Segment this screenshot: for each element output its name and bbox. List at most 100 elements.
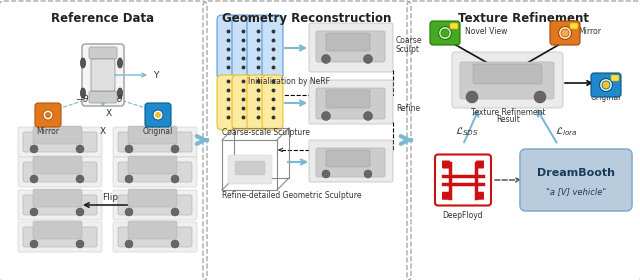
Text: Mirror: Mirror: [36, 127, 60, 136]
Text: Texture Refinement: Texture Refinement: [458, 11, 589, 25]
FancyBboxPatch shape: [247, 75, 268, 130]
Ellipse shape: [81, 88, 86, 98]
FancyBboxPatch shape: [326, 150, 370, 167]
FancyBboxPatch shape: [128, 221, 177, 239]
FancyBboxPatch shape: [18, 190, 102, 220]
FancyBboxPatch shape: [89, 91, 117, 103]
Ellipse shape: [171, 145, 179, 153]
Ellipse shape: [125, 208, 133, 216]
FancyBboxPatch shape: [113, 190, 197, 220]
FancyBboxPatch shape: [35, 103, 61, 127]
Text: DeepFloyd: DeepFloyd: [443, 211, 483, 220]
Ellipse shape: [321, 111, 330, 120]
FancyBboxPatch shape: [430, 21, 460, 45]
Ellipse shape: [43, 110, 53, 120]
FancyBboxPatch shape: [128, 189, 177, 207]
FancyBboxPatch shape: [460, 62, 554, 99]
FancyBboxPatch shape: [309, 80, 393, 124]
Text: Coarse-scale Sculpture: Coarse-scale Sculpture: [222, 127, 310, 137]
Ellipse shape: [171, 208, 179, 216]
FancyBboxPatch shape: [128, 126, 177, 144]
Ellipse shape: [364, 111, 372, 120]
FancyBboxPatch shape: [113, 157, 197, 187]
Text: Y: Y: [154, 71, 159, 80]
FancyBboxPatch shape: [118, 132, 192, 152]
FancyBboxPatch shape: [33, 126, 82, 144]
FancyBboxPatch shape: [91, 59, 115, 91]
FancyBboxPatch shape: [316, 148, 385, 177]
Ellipse shape: [466, 91, 478, 103]
FancyBboxPatch shape: [18, 157, 102, 187]
FancyBboxPatch shape: [450, 23, 458, 29]
Text: Original: Original: [591, 92, 621, 102]
FancyBboxPatch shape: [476, 160, 484, 169]
Ellipse shape: [30, 240, 38, 248]
Ellipse shape: [125, 175, 133, 183]
FancyBboxPatch shape: [326, 90, 370, 108]
FancyBboxPatch shape: [550, 21, 580, 45]
FancyBboxPatch shape: [435, 155, 491, 206]
FancyBboxPatch shape: [89, 47, 117, 59]
FancyBboxPatch shape: [18, 222, 102, 252]
FancyBboxPatch shape: [18, 127, 102, 157]
Text: Reference Data: Reference Data: [51, 11, 155, 25]
Ellipse shape: [155, 112, 161, 118]
FancyBboxPatch shape: [326, 33, 370, 51]
Ellipse shape: [81, 58, 86, 68]
Text: Flip: Flip: [102, 193, 118, 202]
Ellipse shape: [118, 88, 122, 98]
Ellipse shape: [76, 145, 84, 153]
FancyBboxPatch shape: [113, 222, 197, 252]
Ellipse shape: [438, 27, 451, 39]
Text: $\mathcal{L}_{lora}$: $\mathcal{L}_{lora}$: [555, 126, 578, 138]
FancyBboxPatch shape: [570, 23, 578, 29]
Ellipse shape: [171, 175, 179, 183]
Ellipse shape: [602, 81, 610, 89]
FancyBboxPatch shape: [228, 155, 272, 184]
Ellipse shape: [118, 58, 122, 68]
Ellipse shape: [561, 29, 569, 37]
FancyBboxPatch shape: [473, 64, 542, 84]
Ellipse shape: [321, 55, 330, 64]
Ellipse shape: [30, 208, 38, 216]
FancyBboxPatch shape: [262, 15, 283, 80]
FancyBboxPatch shape: [247, 15, 268, 80]
FancyBboxPatch shape: [235, 161, 265, 175]
FancyBboxPatch shape: [232, 15, 253, 80]
FancyBboxPatch shape: [82, 44, 124, 106]
FancyBboxPatch shape: [309, 23, 393, 72]
Text: Refine-detailed Geometric Sculpture: Refine-detailed Geometric Sculpture: [222, 192, 362, 200]
Text: Sculpt: Sculpt: [396, 45, 420, 53]
FancyBboxPatch shape: [118, 195, 192, 215]
FancyBboxPatch shape: [23, 195, 97, 215]
FancyBboxPatch shape: [113, 127, 197, 157]
Ellipse shape: [45, 112, 51, 118]
Ellipse shape: [171, 240, 179, 248]
FancyBboxPatch shape: [23, 227, 97, 247]
FancyBboxPatch shape: [452, 52, 563, 108]
FancyBboxPatch shape: [128, 156, 177, 174]
Text: Texture Refinement: Texture Refinement: [470, 108, 545, 116]
FancyBboxPatch shape: [33, 189, 82, 207]
Text: Refine: Refine: [396, 104, 420, 113]
FancyBboxPatch shape: [316, 88, 385, 119]
FancyBboxPatch shape: [442, 192, 450, 200]
FancyBboxPatch shape: [217, 75, 238, 130]
FancyBboxPatch shape: [520, 149, 632, 211]
Text: X: X: [100, 127, 106, 136]
Ellipse shape: [534, 91, 546, 103]
FancyBboxPatch shape: [118, 162, 192, 182]
FancyBboxPatch shape: [33, 221, 82, 239]
FancyBboxPatch shape: [23, 162, 97, 182]
Ellipse shape: [76, 175, 84, 183]
Text: $\theta$: $\theta$: [116, 92, 124, 104]
FancyBboxPatch shape: [309, 140, 393, 182]
Ellipse shape: [125, 145, 133, 153]
Ellipse shape: [76, 240, 84, 248]
Ellipse shape: [364, 170, 372, 178]
FancyBboxPatch shape: [262, 75, 283, 130]
FancyBboxPatch shape: [118, 227, 192, 247]
Ellipse shape: [441, 29, 449, 37]
Text: Original: Original: [143, 127, 173, 136]
Ellipse shape: [30, 175, 38, 183]
